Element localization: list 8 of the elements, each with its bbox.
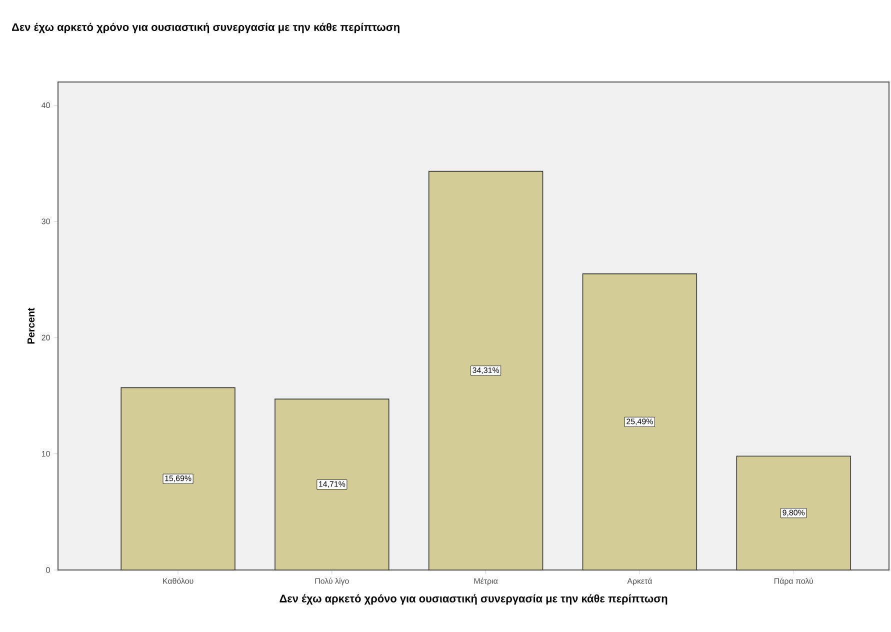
bar (274, 398, 390, 570)
x-axis-title: Δεν έχω αρκετό χρόνο για ουσιαστική συνεργασία με την κάθε περίπτωση (280, 594, 668, 605)
chart-title: Δεν έχω αρκετό χρόνο για ουσιαστική συνεργασία με την κάθε περίπτωση (12, 22, 400, 34)
y-axis-title: Percent (28, 308, 35, 344)
bar (582, 273, 698, 570)
bar (120, 387, 236, 570)
bar (428, 170, 544, 570)
bar (736, 456, 851, 570)
